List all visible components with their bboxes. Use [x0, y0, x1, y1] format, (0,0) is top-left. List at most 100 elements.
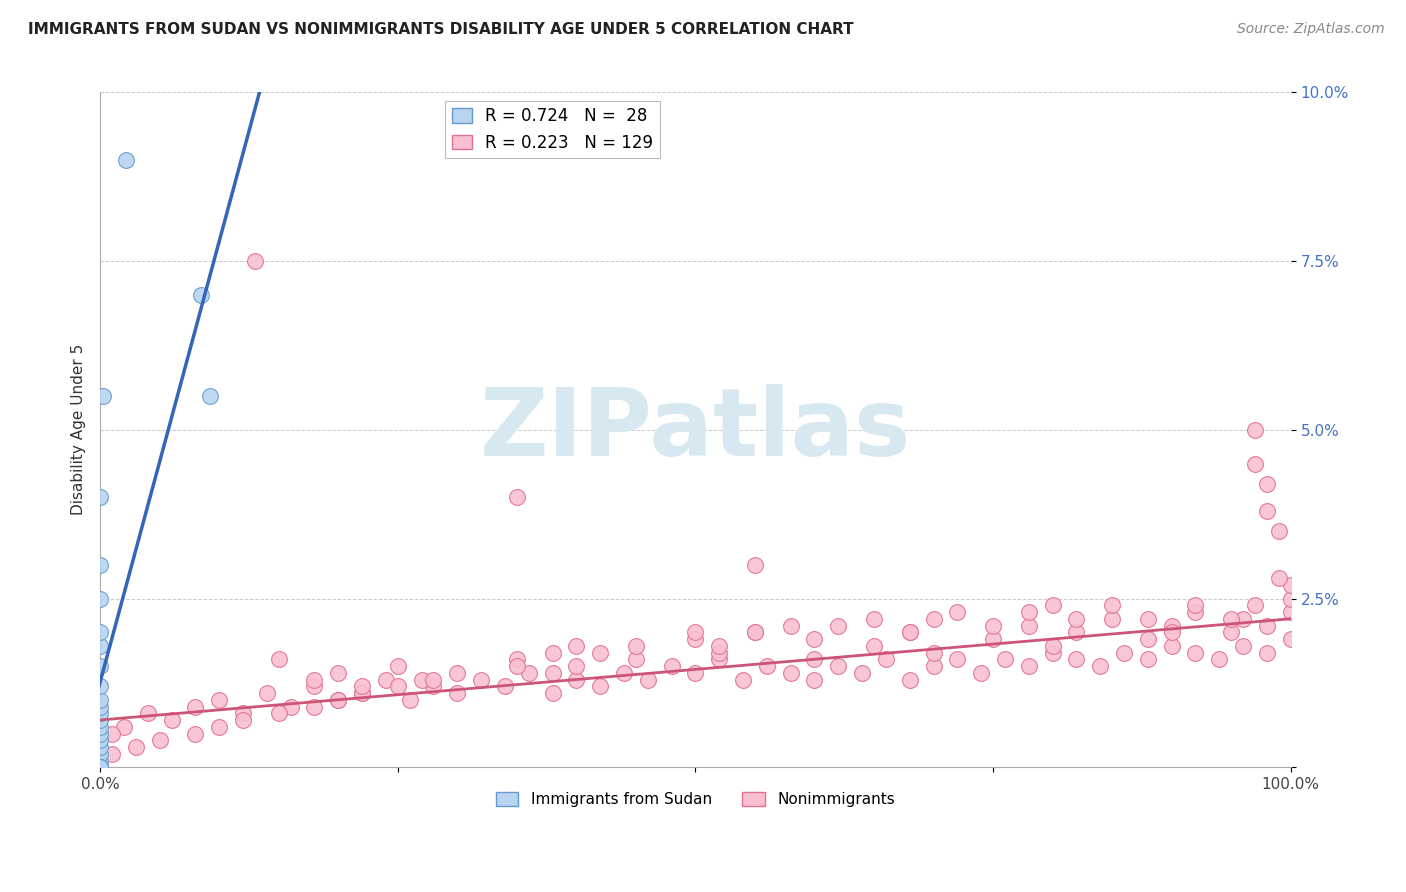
Point — [160, 713, 183, 727]
Point — [89, 760, 111, 774]
Point — [898, 625, 921, 640]
Point — [1160, 618, 1182, 632]
Point — [1244, 457, 1267, 471]
Point — [446, 686, 468, 700]
Point — [1090, 659, 1112, 673]
Point — [1184, 605, 1206, 619]
Point — [89, 720, 111, 734]
Point — [1232, 612, 1254, 626]
Point — [374, 673, 396, 687]
Point — [1220, 612, 1243, 626]
Point — [1101, 599, 1123, 613]
Point — [304, 673, 326, 687]
Point — [243, 254, 266, 268]
Point — [198, 389, 221, 403]
Point — [89, 625, 111, 640]
Point — [506, 652, 529, 666]
Point — [304, 679, 326, 693]
Point — [398, 692, 420, 706]
Point — [89, 558, 111, 572]
Point — [744, 625, 766, 640]
Point — [1160, 639, 1182, 653]
Point — [981, 632, 1004, 646]
Point — [1018, 618, 1040, 632]
Point — [565, 673, 588, 687]
Point — [1279, 591, 1302, 606]
Point — [803, 632, 825, 646]
Point — [89, 760, 111, 774]
Point — [744, 558, 766, 572]
Point — [280, 699, 302, 714]
Point — [613, 665, 636, 680]
Point — [827, 659, 849, 673]
Point — [115, 153, 138, 167]
Point — [89, 747, 111, 761]
Point — [1160, 625, 1182, 640]
Point — [1066, 625, 1088, 640]
Point — [89, 760, 111, 774]
Point — [422, 673, 444, 687]
Point — [387, 679, 409, 693]
Point — [1066, 612, 1088, 626]
Point — [661, 659, 683, 673]
Point — [328, 692, 350, 706]
Point — [922, 612, 945, 626]
Point — [685, 625, 707, 640]
Point — [89, 591, 111, 606]
Point — [1244, 599, 1267, 613]
Point — [89, 706, 111, 721]
Point — [1208, 652, 1230, 666]
Point — [685, 665, 707, 680]
Point — [709, 646, 731, 660]
Point — [970, 665, 993, 680]
Point — [446, 665, 468, 680]
Point — [190, 288, 212, 302]
Point — [803, 652, 825, 666]
Point — [1279, 578, 1302, 592]
Point — [1232, 639, 1254, 653]
Point — [494, 679, 516, 693]
Point — [1184, 646, 1206, 660]
Point — [517, 665, 540, 680]
Point — [709, 639, 731, 653]
Point — [1279, 605, 1302, 619]
Point — [1184, 599, 1206, 613]
Legend: Immigrants from Sudan, Nonimmigrants: Immigrants from Sudan, Nonimmigrants — [489, 787, 901, 814]
Point — [565, 659, 588, 673]
Point — [328, 665, 350, 680]
Point — [1268, 524, 1291, 538]
Point — [541, 646, 564, 660]
Point — [589, 679, 612, 693]
Point — [125, 739, 148, 754]
Point — [352, 686, 374, 700]
Point — [709, 652, 731, 666]
Point — [981, 618, 1004, 632]
Point — [101, 747, 124, 761]
Point — [89, 760, 111, 774]
Point — [387, 659, 409, 673]
Point — [89, 754, 111, 768]
Point — [779, 665, 801, 680]
Point — [89, 692, 111, 706]
Point — [101, 726, 124, 740]
Point — [422, 679, 444, 693]
Point — [922, 659, 945, 673]
Point — [89, 679, 111, 693]
Point — [89, 713, 111, 727]
Point — [89, 733, 111, 747]
Point — [1256, 618, 1278, 632]
Point — [624, 639, 647, 653]
Point — [1256, 504, 1278, 518]
Point — [755, 659, 778, 673]
Point — [1042, 639, 1064, 653]
Point — [898, 673, 921, 687]
Point — [1112, 646, 1135, 660]
Point — [863, 639, 886, 653]
Point — [1268, 571, 1291, 585]
Point — [1136, 632, 1159, 646]
Point — [1244, 423, 1267, 437]
Point — [946, 652, 969, 666]
Text: IMMIGRANTS FROM SUDAN VS NONIMMIGRANTS DISABILITY AGE UNDER 5 CORRELATION CHART: IMMIGRANTS FROM SUDAN VS NONIMMIGRANTS D… — [28, 22, 853, 37]
Text: ZIPatlas: ZIPatlas — [479, 384, 911, 475]
Point — [232, 713, 254, 727]
